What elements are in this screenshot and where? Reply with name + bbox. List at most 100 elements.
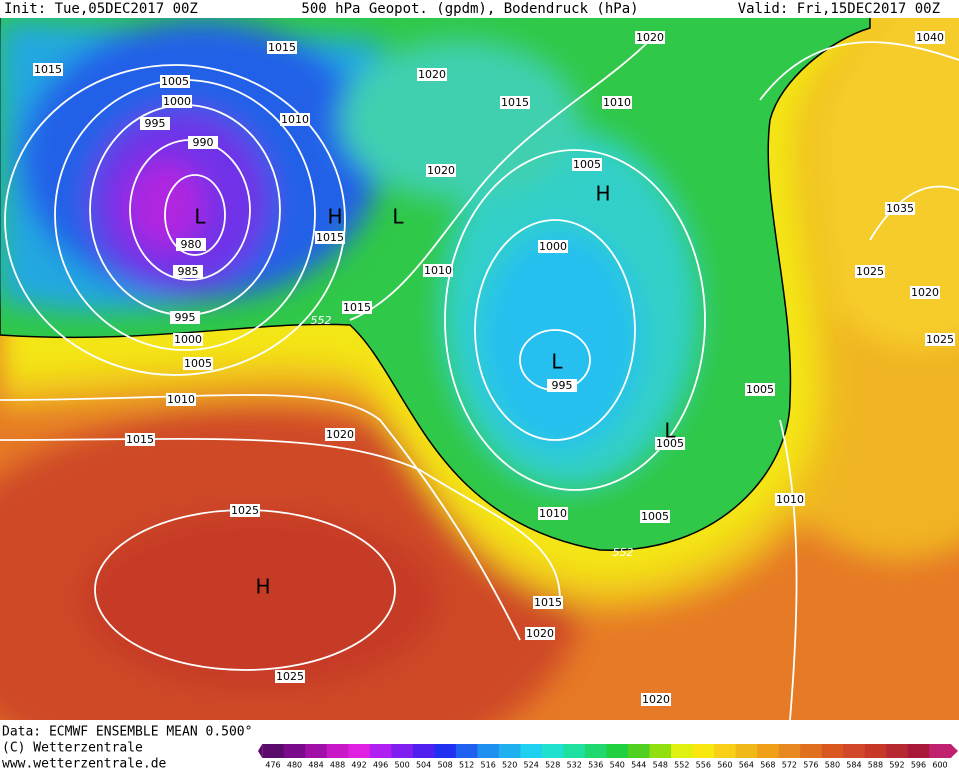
colorbar-swatch — [843, 744, 866, 758]
pressure-center: L — [664, 419, 676, 443]
valid-time: Valid: Fri,15DEC2017 00Z — [738, 1, 940, 17]
isobar-label: 1005 — [573, 158, 601, 171]
colorbar-swatch — [541, 744, 564, 758]
isobar-label-box — [655, 437, 685, 450]
colorbar-swatch — [455, 744, 478, 758]
colorbar-swatch — [348, 744, 371, 758]
colorbar-label: 476 — [265, 761, 280, 770]
colorbar-swatch — [778, 744, 801, 758]
isobar-label: 1005 — [184, 357, 212, 370]
isobar-label: 1015 — [268, 41, 296, 54]
colorbar-label: 500 — [394, 761, 409, 770]
isobar-label: 1020 — [636, 31, 664, 44]
colorbar-label: 484 — [308, 761, 323, 770]
isobar-label: 1020 — [326, 428, 354, 441]
colorbar-label: 488 — [330, 761, 345, 770]
colorbar-swatch — [305, 744, 328, 758]
colorbar-label: 536 — [588, 761, 603, 770]
pressure-center: L — [392, 205, 404, 229]
isobar-label-box — [275, 670, 305, 683]
copyright: (C) Wetterzentrale — [2, 741, 143, 756]
isobar-label-box — [280, 113, 310, 126]
field-cyan — [480, 230, 640, 450]
colorbar-swatch — [369, 744, 392, 758]
isobar-label: 985 — [178, 265, 199, 278]
colorbar-label: 564 — [739, 761, 754, 770]
isobar — [759, 41, 959, 101]
colorbar-label: 556 — [696, 761, 711, 770]
isobar-label: 1040 — [916, 31, 944, 44]
isobar-label: 1035 — [886, 202, 914, 215]
field-lows — [0, 20, 700, 490]
colorbar-swatch — [671, 744, 694, 758]
isobar — [4, 64, 346, 376]
isobar-label: 1015 — [534, 596, 562, 609]
colorbar-swatch — [864, 744, 887, 758]
init-time: Init: Tue,05DEC2017 00Z — [4, 1, 198, 17]
colorbar-label: 528 — [545, 761, 560, 770]
isobar-label: 1020 — [911, 286, 939, 299]
colorbar-label: 512 — [459, 761, 474, 770]
isobar-label: 1010 — [776, 493, 804, 506]
url: www.wetterzentrale.de — [2, 757, 167, 770]
isobar-label-box — [267, 41, 297, 54]
isobar — [779, 419, 798, 720]
geopotential-label: 552 — [613, 546, 634, 559]
isobar-label: 995 — [552, 379, 573, 392]
colorbar-label: 520 — [502, 761, 517, 770]
colorbar-label: 516 — [481, 761, 496, 770]
colorbar-swatch — [714, 744, 737, 758]
isobar-label-box — [423, 264, 453, 277]
colorbar-label: 560 — [717, 761, 732, 770]
colorbar-label: 524 — [524, 761, 539, 770]
pressure-center: L — [551, 350, 563, 374]
isobar-label-box — [602, 96, 632, 109]
isobar-label: 1005 — [746, 383, 774, 396]
colorbar-label: 492 — [351, 761, 366, 770]
isobar-label: 1015 — [316, 231, 344, 244]
isobar-label-box — [538, 240, 568, 253]
isobar-label: 1005 — [161, 75, 189, 88]
isobar-label-box — [775, 493, 805, 506]
isobar-label-box — [33, 63, 63, 76]
isobar-label: 1025 — [926, 333, 954, 346]
colorbar-swatch — [886, 744, 909, 758]
field-teal — [340, 40, 580, 200]
isobar-label: 1020 — [642, 693, 670, 706]
colorbar-swatch — [520, 744, 543, 758]
colorbar-swatch — [326, 744, 349, 758]
isobar-label-box — [500, 96, 530, 109]
isobar-label-box — [426, 164, 456, 177]
colorbar-swatch — [498, 744, 521, 758]
isobar-label-box — [915, 31, 945, 44]
colorbar-label: 548 — [653, 761, 668, 770]
pressure-center: H — [595, 182, 610, 206]
isobar-label-box — [125, 433, 155, 446]
isobar-label-box — [525, 627, 555, 640]
isobar-label-box — [188, 136, 218, 149]
isobar-label-box — [230, 504, 260, 517]
colorbar-swatch — [283, 744, 306, 758]
isobar-label: 995 — [175, 311, 196, 324]
isobar-label-box — [183, 357, 213, 370]
colorbar-swatch — [692, 744, 715, 758]
colorbar-swatch — [584, 744, 607, 758]
colorbar-label: 504 — [416, 761, 431, 770]
isobar — [349, 39, 651, 321]
colorbar-label: 596 — [911, 761, 926, 770]
isobar-label-box — [160, 75, 190, 88]
colorbar-label: 580 — [825, 761, 840, 770]
isobar-label-box — [572, 158, 602, 171]
isobar-label-box — [745, 383, 775, 396]
isobar-label: 1015 — [343, 301, 371, 314]
pressure-center: H — [255, 575, 270, 599]
isobar-label-box — [635, 31, 665, 44]
isobar — [164, 174, 226, 256]
isobar — [474, 219, 636, 441]
isobar-label-box — [166, 393, 196, 406]
colorbar-arrow — [258, 744, 263, 758]
colorbar-label: 540 — [610, 761, 625, 770]
isobar-label: 1000 — [174, 333, 202, 346]
